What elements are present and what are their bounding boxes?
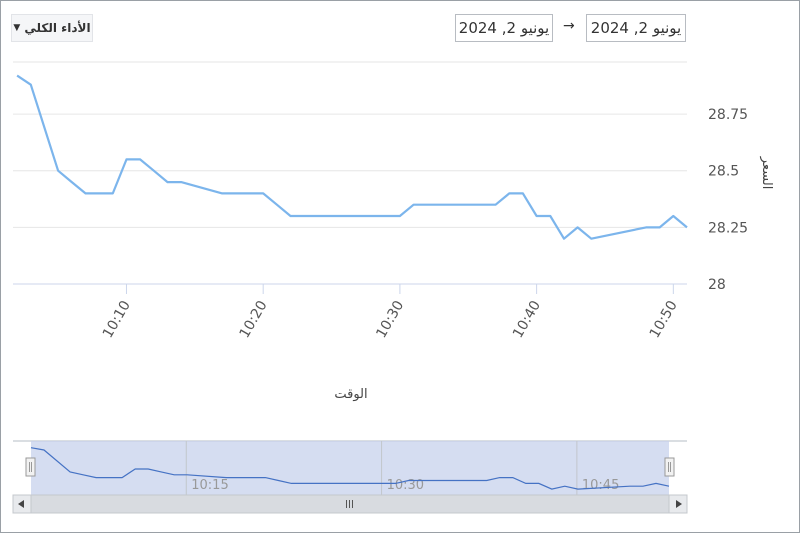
scrollbar-grip-icon bbox=[346, 500, 353, 508]
y-tick-label: 28.5 bbox=[708, 164, 739, 180]
date-from-text: يونيو 2, 2024 bbox=[458, 19, 550, 37]
navigator-series-line bbox=[30, 447, 670, 490]
navigator-left-handle[interactable] bbox=[25, 457, 36, 477]
y-tick-label: 28.75 bbox=[708, 107, 748, 123]
scroll-left-button[interactable] bbox=[12, 494, 32, 514]
x-axis-title: الوقت bbox=[334, 387, 367, 402]
scroll-right-button[interactable] bbox=[668, 494, 688, 514]
date-range-arrow: → bbox=[563, 18, 575, 34]
performance-dropdown[interactable]: ▼ الأداء الكلي bbox=[11, 14, 93, 42]
caret-down-icon: ▼ bbox=[13, 23, 21, 33]
navigator-selected-range[interactable] bbox=[31, 441, 669, 495]
date-to-text: يونيو 2, 2024 bbox=[590, 19, 682, 37]
price-series-line bbox=[16, 74, 688, 240]
navigator-tick-label: 10:15 bbox=[191, 478, 228, 493]
performance-label: الأداء الكلي bbox=[24, 21, 91, 35]
date-to-input[interactable]: يونيو 2, 2024 bbox=[586, 14, 686, 42]
y-axis-title: السعر bbox=[759, 156, 774, 190]
date-from-input[interactable]: يونيو 2, 2024 bbox=[455, 14, 553, 42]
x-tick-label: 10:30 bbox=[373, 298, 407, 341]
y-tick-label: 28 bbox=[708, 277, 726, 293]
navigator-tick-label: 10:45 bbox=[582, 478, 619, 493]
x-tick-label: 10:50 bbox=[647, 298, 681, 341]
navigator[interactable]: 10:15 10:30 10:45 bbox=[13, 440, 687, 495]
scroll-left-icon bbox=[18, 500, 24, 508]
x-tick-label: 10:40 bbox=[510, 298, 544, 341]
x-tick-label: 10:20 bbox=[237, 298, 271, 341]
x-tick-label: 10:10 bbox=[100, 298, 134, 341]
scroll-right-icon bbox=[676, 500, 682, 508]
scrollbar[interactable] bbox=[12, 494, 688, 514]
y-tick-label: 28.25 bbox=[708, 220, 748, 236]
navigator-tick-label: 10:30 bbox=[387, 478, 424, 493]
navigator-right-handle[interactable] bbox=[664, 457, 675, 477]
